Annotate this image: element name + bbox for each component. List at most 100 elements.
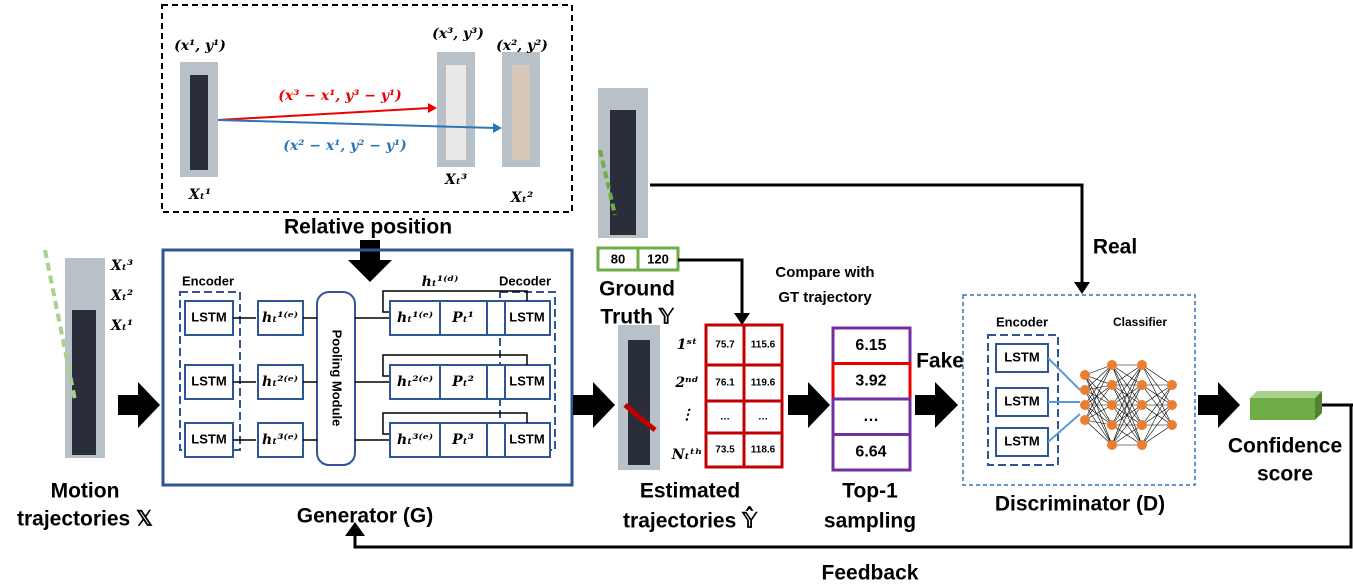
shape: 6.15 3.92 … 6.64 <box>833 328 910 470</box>
lstm-label: LSTM <box>191 373 226 388</box>
p-label: Pₜ³ <box>451 432 474 448</box>
label: Xₜ² <box>110 288 133 304</box>
label: Ground <box>599 278 675 301</box>
neuron <box>1080 385 1090 395</box>
label: Feedback <box>822 562 919 584</box>
label: (x² − x¹, y² − y¹) <box>283 138 406 154</box>
diagram: (x¹, y¹) (x³, y³) (x², y²) (x³ − x¹, y³ … <box>0 0 1353 584</box>
cell-text: … <box>720 412 730 423</box>
h-label: hₜ¹⁽ᵉ⁾ <box>397 310 433 326</box>
label: Top-1 <box>842 480 898 503</box>
label: trajectories 𝕐̂ <box>623 506 758 533</box>
rank-label: Nₜᵗʰ <box>671 447 702 463</box>
shape <box>512 65 530 160</box>
shape <box>1250 398 1315 420</box>
h-label: hₜ²⁽ᵉ⁾ <box>397 374 433 390</box>
shape: LSTMhₜ¹⁽ᵉ⁾hₜ¹⁽ᵉ⁾Pₜ¹zLSTMLSTMhₜ²⁽ᵉ⁾hₜ²⁽ᵉ⁾… <box>185 291 550 457</box>
hidden-label: hₜ¹⁽ᵉ⁾ <box>262 310 298 326</box>
label: Xₜ³ <box>110 258 133 274</box>
lstm-label: LSTM <box>509 309 544 324</box>
shape <box>218 108 430 120</box>
label: Generator (G) <box>297 505 434 528</box>
sample-value: 6.15 <box>855 337 886 354</box>
neuron <box>1107 420 1117 430</box>
shape <box>678 260 742 316</box>
label: (x², y²) <box>496 38 548 54</box>
label: Motion <box>51 480 120 503</box>
lstm-label: LSTM <box>191 309 226 324</box>
neuron <box>1137 420 1147 430</box>
label: Fake <box>916 350 964 373</box>
rank-label: 2ⁿᵈ <box>674 375 698 391</box>
label: Classifier <box>1113 315 1167 329</box>
label: Discriminator (D) <box>995 493 1165 516</box>
shape <box>1074 282 1090 294</box>
p-label: Pₜ² <box>451 374 474 390</box>
rank-label: ⋮ <box>680 407 694 423</box>
label: (x³, y³) <box>432 26 484 42</box>
sample-value: 3.92 <box>855 373 886 390</box>
connection <box>1142 385 1172 445</box>
shape <box>628 340 650 465</box>
shape: 1ˢᵗ75.7115.62ⁿᵈ76.1119.6⋮……Nₜᵗʰ73.5118.6 <box>671 325 782 467</box>
shape <box>190 75 208 170</box>
neuron <box>1167 420 1177 430</box>
label: (x³ − x¹, y³ − y¹) <box>278 88 401 104</box>
label: Encoder <box>996 314 1048 329</box>
shape <box>493 123 502 133</box>
neuron <box>1137 400 1147 410</box>
h-label: hₜ³⁽ᵉ⁾ <box>397 432 433 448</box>
label: Xₜ² <box>510 190 533 206</box>
label: Pooling Module <box>330 330 345 427</box>
shape <box>573 382 615 428</box>
rank-label: 1ˢᵗ <box>677 337 697 353</box>
connection <box>1142 425 1172 445</box>
neuron <box>1137 440 1147 450</box>
sample-value: … <box>863 408 879 425</box>
connection <box>1142 365 1172 385</box>
label: Xₜ¹ <box>188 187 211 203</box>
label: Xₜ³ <box>444 172 467 188</box>
shape <box>118 382 160 428</box>
shape <box>1198 382 1240 428</box>
shape <box>734 313 750 325</box>
lstm-label: LSTM <box>509 431 544 446</box>
label: Real <box>1093 236 1137 259</box>
shape <box>72 310 96 455</box>
neuron <box>1107 400 1117 410</box>
neuron <box>1137 380 1147 390</box>
shape <box>915 382 958 428</box>
label: (x¹, y¹) <box>174 38 226 54</box>
label: sampling <box>824 510 916 533</box>
cell-text: 118.6 <box>751 445 776 456</box>
cell-text: 76.1 <box>715 378 735 389</box>
page: {"relative_position":{"points":["(x¹, y¹… <box>0 0 1353 584</box>
label: 120 <box>647 251 669 266</box>
neuron <box>1080 370 1090 380</box>
hidden-label: hₜ²⁽ᵉ⁾ <box>262 374 298 390</box>
shape <box>428 103 437 113</box>
label: trajectories 𝕏 <box>17 508 153 531</box>
neuron <box>1167 380 1177 390</box>
connection <box>1048 414 1080 442</box>
lstm-label: LSTM <box>1004 349 1039 364</box>
label: Xₜ¹ <box>110 318 133 334</box>
neuron <box>1167 400 1177 410</box>
label: 80 <box>611 251 625 266</box>
label: GT trajectory <box>778 289 872 306</box>
connection <box>1048 358 1080 390</box>
label: Estimated <box>640 480 740 503</box>
neuron <box>1107 360 1117 370</box>
lstm-label: LSTM <box>191 431 226 446</box>
neuron <box>1107 440 1117 450</box>
lstm-label: LSTM <box>1004 393 1039 408</box>
shape <box>1250 391 1322 398</box>
hidden-label: hₜ³⁽ᵉ⁾ <box>262 432 298 448</box>
sample-value: 6.64 <box>855 444 886 461</box>
shape <box>610 110 636 235</box>
neuron <box>1107 380 1117 390</box>
shape <box>788 382 830 428</box>
label: score <box>1257 463 1313 486</box>
label: hₜ¹⁽ᵈ⁾ <box>422 274 459 290</box>
